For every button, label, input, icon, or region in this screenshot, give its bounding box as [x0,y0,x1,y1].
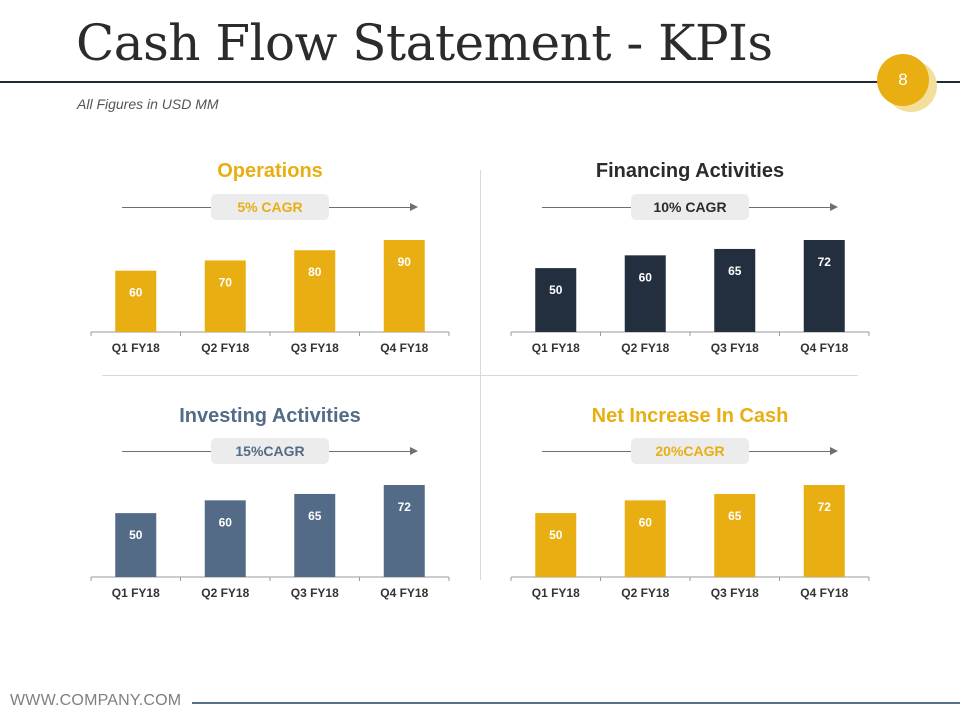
bar-value-label: 50 [549,283,563,297]
x-tick-label: Q3 FY18 [711,586,759,600]
quadrant-divider-horizontal [102,375,858,376]
bar [294,250,336,332]
x-tick-label: Q3 FY18 [291,586,339,600]
cagr-label: 10% CAGR [631,194,749,220]
bar-value-label: 50 [549,528,563,542]
financing-panel: Financing Activities 10% CAGR 50 Q1 FY18 6… [510,160,870,360]
x-tick-label: Q2 FY18 [201,341,249,355]
bar [535,268,577,332]
bar [624,255,666,332]
bar-value-label: 72 [818,255,832,269]
x-tick-label: Q2 FY18 [621,341,669,355]
financing-bar-chart: 50 Q1 FY18 60 Q2 FY18 65 Q3 FY18 72 Q4 FY18 [510,240,870,355]
x-tick-label: Q4 FY18 [380,341,428,355]
bar [204,500,246,577]
units-note: All Figures in USD MM [77,96,219,112]
cagr-label: 15%CAGR [211,438,329,464]
bar [115,513,157,577]
bar [803,485,845,577]
x-tick-label: Q3 FY18 [711,341,759,355]
bar [383,240,425,332]
bar-value-label: 50 [129,528,143,542]
x-tick-label: Q2 FY18 [621,586,669,600]
x-tick-label: Q1 FY18 [532,586,580,600]
bar-value-label: 60 [129,286,143,300]
bar-value-label: 72 [398,500,412,514]
x-tick-label: Q1 FY18 [532,341,580,355]
bar-value-label: 65 [728,264,742,278]
slide-title: Cash Flow Statement - KPIs [76,14,773,72]
footer-rule [192,702,960,704]
panel-title: Operations [217,160,323,182]
page-number-badge: 8 [877,54,929,106]
bar-value-label: 60 [219,515,233,529]
panel-title: Financing Activities [595,160,785,182]
panel-title: Investing Activities [179,405,361,427]
bar-value-label: 65 [308,509,322,523]
bar-value-label: 70 [219,275,233,289]
net-increase-panel: Net Increase In Cash 20%CAGR 50 Q1 FY18 60… [510,405,870,605]
bar-value-label: 65 [728,509,742,523]
bar-value-label: 60 [639,515,653,529]
bar [535,513,577,577]
bar [624,500,666,577]
bar-value-label: 60 [639,270,653,284]
x-tick-label: Q4 FY18 [800,586,848,600]
x-tick-label: Q4 FY18 [380,586,428,600]
x-tick-label: Q1 FY18 [112,341,160,355]
bar-value-label: 80 [308,265,322,279]
bar-value-label: 90 [398,255,412,269]
operations-panel: Operations 5% CAGR 60 Q1 FY18 70 Q2 FY18 80 Q… [90,160,450,360]
bar [803,240,845,332]
x-tick-label: Q2 FY18 [201,586,249,600]
x-tick-label: Q3 FY18 [291,341,339,355]
bar-value-label: 72 [818,500,832,514]
x-tick-label: Q4 FY18 [800,341,848,355]
bar [383,485,425,577]
net-increase-bar-chart: 50 Q1 FY18 60 Q2 FY18 65 Q3 FY18 72 Q4 FY18 [510,485,870,600]
bar [714,248,756,332]
operations-bar-chart: 60 Q1 FY18 70 Q2 FY18 80 Q3 FY18 90 Q4 FY18 [90,240,450,355]
title-underline [0,81,960,83]
cagr-label: 5% CAGR [211,194,329,220]
panel-title: Net Increase In Cash [591,405,789,427]
bar [204,260,246,332]
bar [294,493,336,577]
investing-panel: Investing Activities 15%CAGR 50 Q1 FY18 60… [90,405,450,605]
cagr-label: 20%CAGR [631,438,749,464]
bar [714,493,756,577]
footer-website[interactable]: WWW.COMPANY.COM [10,692,182,709]
bar [115,270,157,332]
investing-bar-chart: 50 Q1 FY18 60 Q2 FY18 65 Q3 FY18 72 Q4 FY18 [90,485,450,600]
x-tick-label: Q1 FY18 [112,586,160,600]
